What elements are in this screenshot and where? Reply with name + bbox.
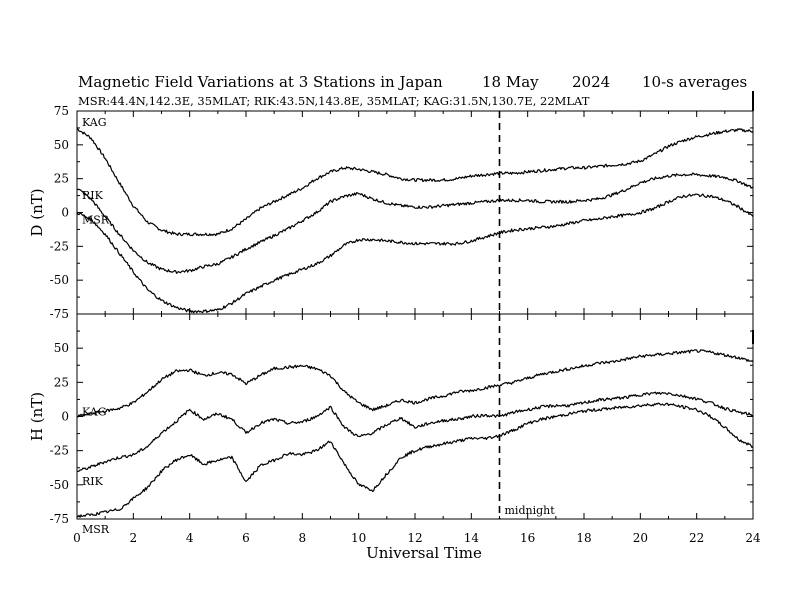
midnight-annotation: midnight	[505, 504, 556, 517]
d-ytick-label: 25	[54, 172, 69, 186]
d-ytick-label: 0	[61, 206, 69, 220]
d-station-label-msr: MSR	[82, 213, 110, 226]
x-tick-label: 12	[407, 531, 422, 545]
chart-date: 18 May	[482, 73, 539, 91]
d-component-panel: 75 50 25 0 -25 -50 -75 D (nT) KAG RIK MSR	[28, 104, 754, 321]
h-ytick-label: -50	[50, 478, 69, 492]
d-ytick-label: 75	[54, 104, 69, 118]
d-ytick-label: -75	[50, 307, 69, 321]
d-ylabel: D (nT)	[28, 188, 46, 236]
h-series-rik	[76, 391, 754, 473]
h-ytick-label: 50	[54, 341, 69, 355]
x-tick-label: 16	[520, 531, 535, 545]
h-component-panel: 50 25 0 -25 -50 -75 H (nT) KAG RIK MSR midnight	[28, 313, 754, 536]
chart-title: Magnetic Field Variations at 3 Stations …	[78, 73, 443, 91]
x-tick-label: 10	[351, 531, 366, 545]
h-ylabel: H (nT)	[28, 392, 46, 441]
h-ytick-label: -75	[50, 512, 69, 526]
x-tick-label: 2	[130, 531, 138, 545]
d-station-label-kag: KAG	[82, 116, 107, 129]
d-panel-frame	[76, 110, 754, 315]
x-tick-label: 0	[73, 531, 81, 545]
h-station-label-kag: KAG	[82, 406, 107, 419]
d-station-label-rik: RIK	[82, 189, 104, 202]
d-series-kag	[76, 128, 754, 237]
x-tick-label: 14	[464, 531, 480, 545]
d-series-rik	[76, 172, 754, 274]
x-axis: 0 2 4 6 8 10 12 14 16 18 20 22 24	[73, 91, 761, 545]
h-station-label-rik: RIK	[82, 475, 104, 488]
x-tick-label: 22	[689, 531, 704, 545]
x-tick-label: 4	[186, 531, 194, 545]
h-series-kag	[76, 349, 754, 418]
x-tick-label: 24	[745, 531, 761, 545]
h-ytick-label: -25	[50, 444, 69, 458]
stations-line: MSR:44.4N,142.3E, 35MLAT; RIK:43.5N,143.…	[78, 94, 590, 108]
x-tick-label: 8	[299, 531, 307, 545]
h-panel-frame	[76, 313, 754, 520]
d-ytick-label: 50	[54, 138, 69, 152]
chart-averaging: 10-s averages	[642, 73, 747, 91]
x-tick-label: 20	[633, 531, 648, 545]
h-ytick-label: 25	[54, 375, 69, 389]
d-ytick-label: -50	[50, 273, 69, 287]
x-tick-label: 18	[576, 531, 591, 545]
x-tick-label: 6	[242, 531, 250, 545]
d-series-msr	[76, 193, 754, 314]
h-series-msr	[76, 402, 754, 518]
chart-year: 2024	[572, 73, 610, 91]
h-ytick-label: 0	[61, 410, 69, 424]
h-station-label-msr: MSR	[82, 523, 110, 536]
d-ytick-label: -25	[50, 239, 69, 253]
x-axis-label: Universal Time	[366, 544, 482, 562]
